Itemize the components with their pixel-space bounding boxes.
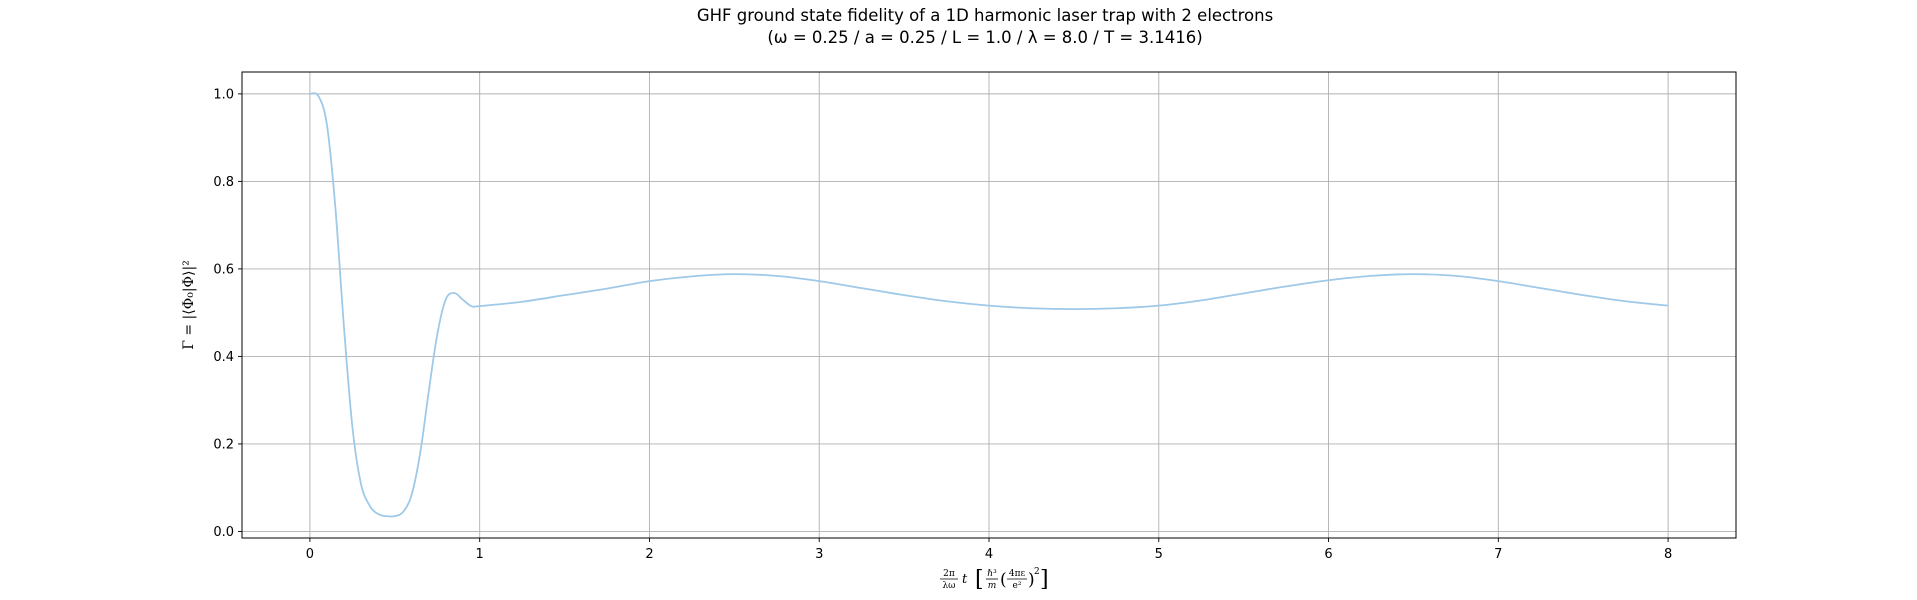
x-label-h-bottom: m bbox=[988, 581, 997, 591]
y-tick-label: 0.6 bbox=[213, 262, 234, 277]
x-axis-label: 2π λω t [ ℏ³ m ( 4πε e² ) 2 ] bbox=[940, 567, 1049, 592]
x-label-close-paren: ) bbox=[1028, 570, 1035, 590]
y-tick-label: 0.2 bbox=[213, 437, 234, 452]
x-label-exponent: 2 bbox=[1034, 567, 1040, 577]
y-tick-label: 0.4 bbox=[213, 350, 234, 365]
x-axis: 0 1 2 3 4 5 6 7 8 bbox=[306, 538, 1672, 562]
chart-title: GHF ground state fidelity of a 1D harmon… bbox=[697, 6, 1273, 25]
y-tick-label: 1.0 bbox=[213, 87, 234, 102]
y-axis-label: Γ = |⟨Φ₀|Φ⟩|² bbox=[181, 260, 197, 350]
x-tick-label: 6 bbox=[1324, 547, 1332, 562]
x-tick-label: 5 bbox=[1155, 547, 1163, 562]
x-label-frac-top: 2π bbox=[943, 569, 955, 579]
x-tick-label: 8 bbox=[1664, 547, 1672, 562]
x-tick-label: 2 bbox=[645, 547, 653, 562]
x-tick-label: 4 bbox=[985, 547, 993, 562]
x-label-close-bracket: ] bbox=[1040, 567, 1049, 592]
y-tick-label: 0.0 bbox=[213, 525, 234, 540]
x-tick-label: 3 bbox=[815, 547, 823, 562]
x-label-var: t bbox=[962, 572, 968, 587]
y-tick-label: 0.8 bbox=[213, 175, 234, 190]
x-label-inner-top: 4πε bbox=[1009, 569, 1026, 579]
x-label-open-bracket: [ bbox=[975, 567, 984, 592]
x-tick-label: 7 bbox=[1494, 547, 1502, 562]
x-label-frac-bottom: λω bbox=[942, 581, 955, 591]
x-label-open-paren: ( bbox=[1000, 570, 1007, 590]
x-tick-label: 1 bbox=[476, 547, 484, 562]
y-axis: 0.0 0.2 0.4 0.6 0.8 1.0 bbox=[213, 87, 242, 540]
grid bbox=[242, 72, 1736, 538]
chart-subtitle: (ω = 0.25 / a = 0.25 / L = 1.0 / λ = 8.0… bbox=[767, 28, 1202, 47]
x-tick-label: 0 bbox=[306, 547, 314, 562]
x-label-inner-bottom: e² bbox=[1013, 581, 1022, 591]
series-line-fidelity bbox=[309, 92, 1669, 518]
x-label-h-top: ℏ³ bbox=[987, 569, 997, 579]
